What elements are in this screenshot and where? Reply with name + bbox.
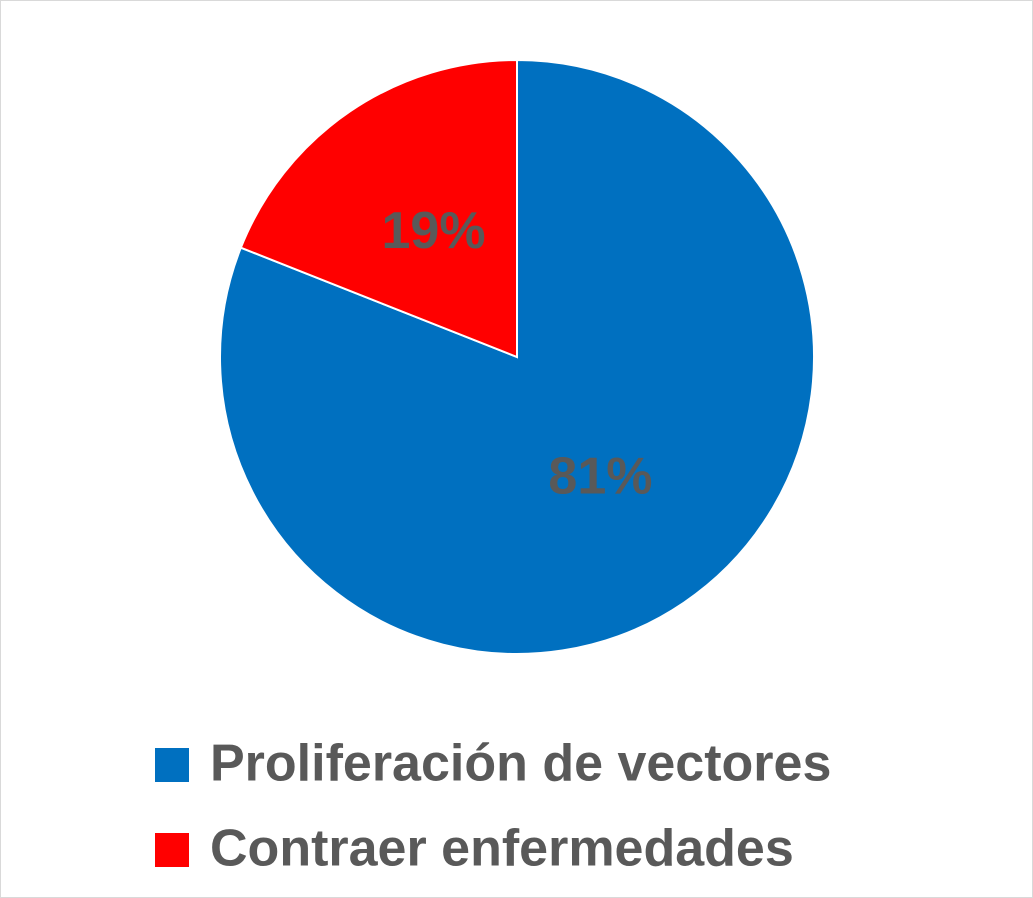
data-label: 19% bbox=[381, 202, 485, 260]
legend-label: Proliferación de vectores bbox=[210, 735, 831, 793]
legend-label: Contraer enfermedades bbox=[210, 820, 794, 878]
data-label: 81% bbox=[548, 448, 652, 506]
legend-swatch bbox=[155, 833, 189, 867]
pie-slice bbox=[219, 58, 815, 655]
pie-slice bbox=[239, 58, 518, 359]
legend-swatch bbox=[155, 748, 189, 782]
